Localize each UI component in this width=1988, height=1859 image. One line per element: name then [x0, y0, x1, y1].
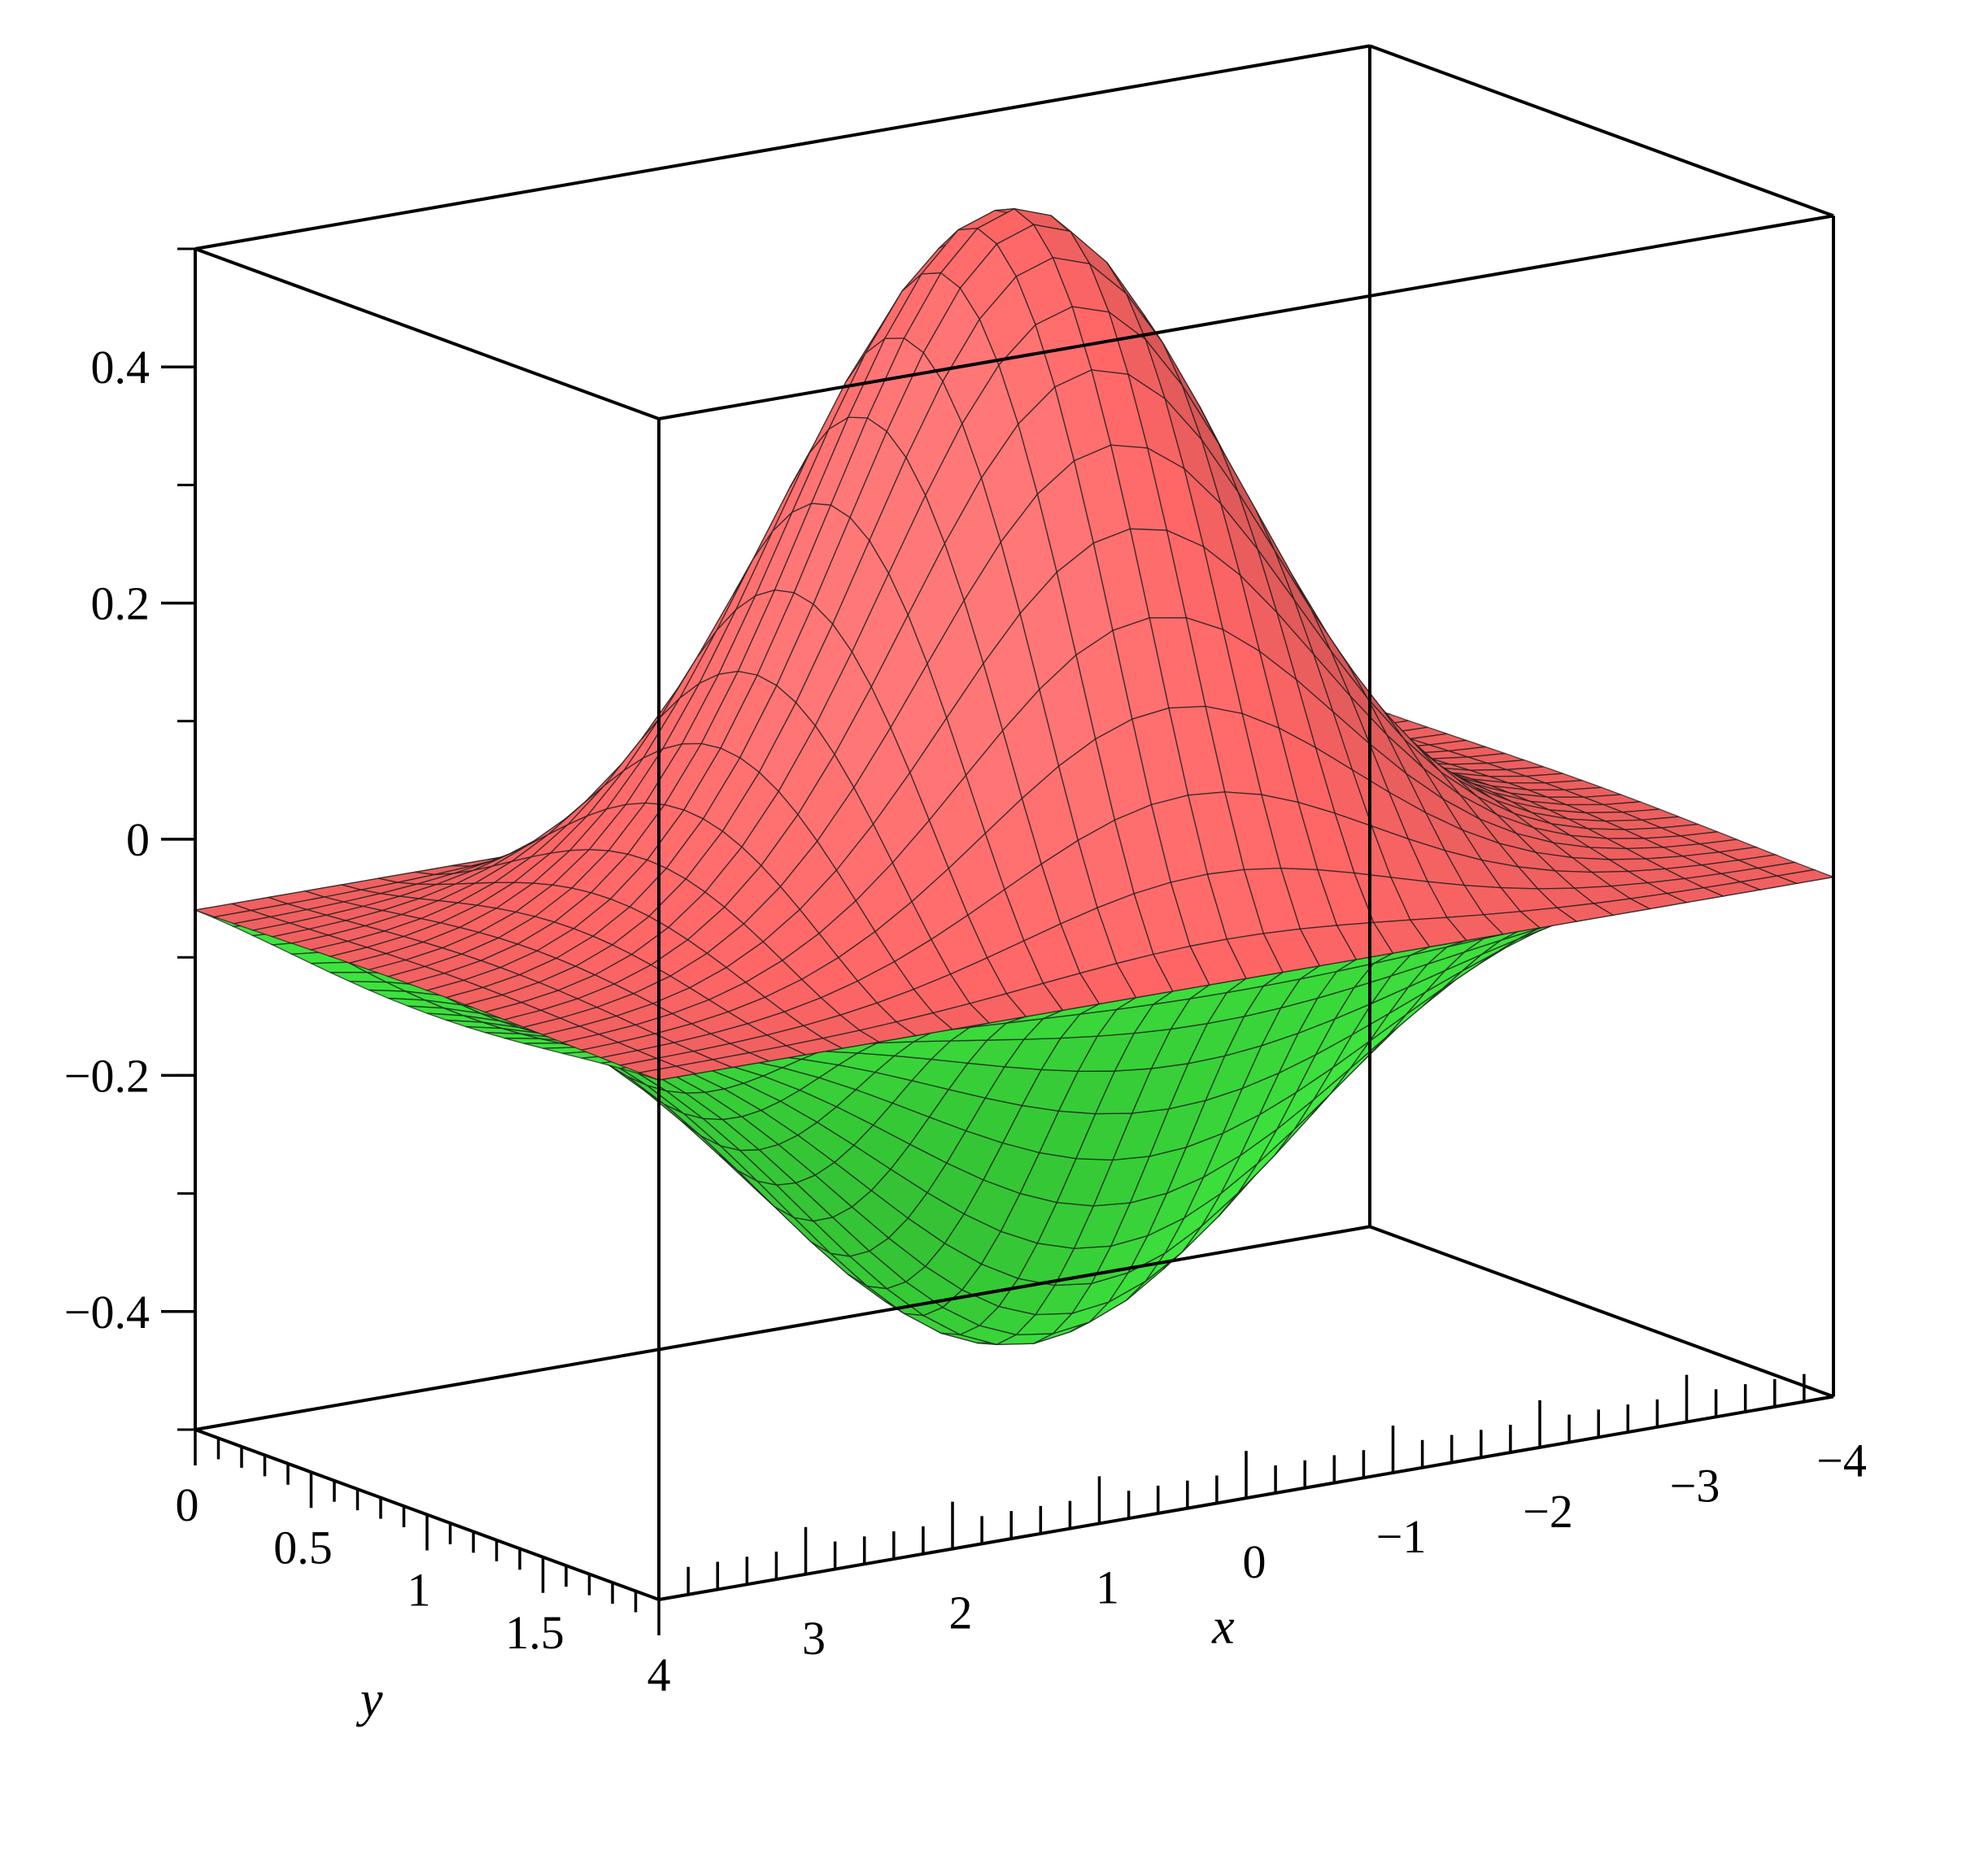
box-edge	[194, 247, 660, 420]
z-tick-label: −0.4	[64, 1286, 150, 1339]
y-tick-label: 1.5	[505, 1606, 565, 1659]
x-tick-label: −1	[1376, 1510, 1427, 1563]
surfaces-layer	[193, 207, 1836, 1346]
x-tick-label: 2	[949, 1587, 973, 1639]
x-tick-label: −4	[1816, 1434, 1867, 1487]
upper-surface	[193, 207, 1836, 1081]
z-tick-label: 0.2	[91, 577, 150, 630]
x-tick-label: −3	[1670, 1460, 1720, 1513]
z-axis: 0.4 0.2 0 −0.2 −0.4	[64, 247, 195, 1431]
box-edge	[1369, 44, 1834, 218]
box-edge	[1369, 1225, 1834, 1399]
y-axis: 0 0.5 1 1.5 4 y	[176, 1430, 671, 1727]
x-axis-title: x	[1211, 1599, 1235, 1654]
z-tick-label: 0.4	[91, 341, 150, 394]
z-tick-label: 0	[126, 813, 150, 866]
y-tick-label: 0	[176, 1478, 199, 1531]
box-edge	[658, 214, 1834, 420]
y-end-label: 4	[647, 1648, 671, 1701]
box-edge	[194, 1225, 1371, 1431]
axes-layer: 0.4 0.2 0 −0.2 −0.4 0 0.5 1 1.5 4 y 3 2 1 0 −1 −2 −3 −4 x	[64, 247, 1867, 1727]
x-tick-label: 3	[802, 1612, 826, 1665]
x-axis: 3 2 1 0 −1 −2 −3 −4 x	[657, 1349, 1867, 1665]
y-tick-label: 1	[408, 1564, 431, 1617]
z-tick-label: −0.2	[64, 1049, 150, 1102]
box-edge	[194, 44, 1371, 250]
y-tick-label: 0.5	[273, 1521, 333, 1574]
y-axis-title: y	[355, 1672, 383, 1727]
x-tick-label: 0	[1243, 1535, 1266, 1588]
bounding-box	[194, 44, 1835, 1601]
x-tick-label: 1	[1096, 1561, 1119, 1613]
x-tick-label: −2	[1523, 1485, 1573, 1538]
